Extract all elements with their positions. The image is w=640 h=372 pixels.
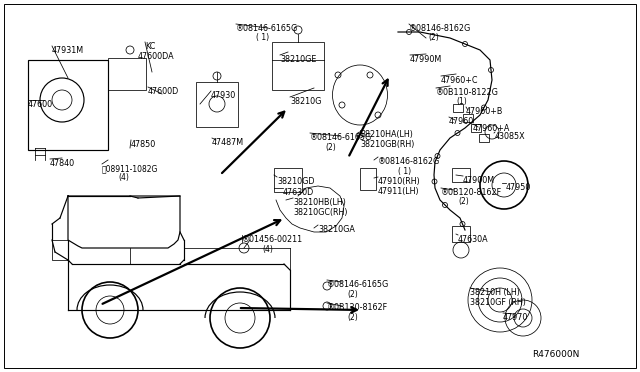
Text: 47911(LH): 47911(LH) <box>378 187 420 196</box>
Bar <box>196 82 238 127</box>
Text: 38210GD: 38210GD <box>277 177 314 186</box>
Bar <box>452 226 470 242</box>
Text: ®08146-8162G: ®08146-8162G <box>409 24 471 33</box>
Text: 38210GB(RH): 38210GB(RH) <box>360 140 414 149</box>
Text: 38210GA: 38210GA <box>318 225 355 234</box>
Text: 43085X: 43085X <box>495 132 525 141</box>
Bar <box>453 104 463 112</box>
Bar <box>452 168 470 182</box>
Text: (4): (4) <box>262 245 273 254</box>
Text: (1): (1) <box>456 97 467 106</box>
Bar <box>479 134 489 142</box>
Text: (2): (2) <box>347 290 358 299</box>
Text: (2): (2) <box>428 33 439 42</box>
Text: 47487M: 47487M <box>212 138 244 147</box>
Text: 47960: 47960 <box>449 117 474 126</box>
Text: 47850: 47850 <box>131 140 156 149</box>
Bar <box>108 58 146 90</box>
Text: ®08146-6165G: ®08146-6165G <box>236 24 298 33</box>
Text: 47600DA: 47600DA <box>138 52 175 61</box>
Text: 47900M: 47900M <box>463 176 495 185</box>
Text: ®0B120-8162F: ®0B120-8162F <box>441 188 502 197</box>
Text: ( 1): ( 1) <box>398 167 411 176</box>
Bar <box>28 60 108 150</box>
Text: 47970: 47970 <box>503 313 529 322</box>
Text: 47990M: 47990M <box>410 55 442 64</box>
Text: (2): (2) <box>458 197 468 206</box>
Text: 47931M: 47931M <box>52 46 84 55</box>
Bar <box>463 114 473 122</box>
Text: 38210GF (RH): 38210GF (RH) <box>470 298 526 307</box>
Text: 47910(RH): 47910(RH) <box>378 177 420 186</box>
Text: 47950: 47950 <box>506 183 531 192</box>
Text: ®08146-6165G: ®08146-6165G <box>310 133 372 142</box>
Bar <box>274 168 302 192</box>
Text: 38210GE: 38210GE <box>280 55 316 64</box>
Text: (4): (4) <box>118 173 129 182</box>
Bar <box>471 124 481 132</box>
Text: ®0B110-8122G: ®0B110-8122G <box>436 88 499 97</box>
Text: R476000N: R476000N <box>532 350 579 359</box>
Bar <box>52 240 68 260</box>
Text: ®0B120-8162F: ®0B120-8162F <box>327 303 388 312</box>
Text: ®08146-8162G: ®08146-8162G <box>378 157 440 166</box>
Text: ®08146-6165G: ®08146-6165G <box>327 280 389 289</box>
Text: 47930: 47930 <box>211 91 236 100</box>
Text: KC: KC <box>145 42 156 51</box>
Bar <box>360 168 376 190</box>
Text: (2): (2) <box>325 143 336 152</box>
Text: 47630D: 47630D <box>283 188 314 197</box>
Text: 47600: 47600 <box>28 100 53 109</box>
Bar <box>272 42 324 90</box>
Text: 47960+C: 47960+C <box>441 76 479 85</box>
Text: 38210H (LH): 38210H (LH) <box>470 288 520 297</box>
Text: 47600D: 47600D <box>148 87 179 96</box>
Text: 47960+A: 47960+A <box>473 124 510 133</box>
Text: 47960+B: 47960+B <box>466 107 504 116</box>
Text: 38210GC(RH): 38210GC(RH) <box>293 208 348 217</box>
Text: 47630A: 47630A <box>458 235 488 244</box>
Text: 38210G: 38210G <box>290 97 321 106</box>
Text: 38210HA(LH): 38210HA(LH) <box>360 130 413 139</box>
Text: ( 1): ( 1) <box>256 33 269 42</box>
Text: 38210HB(LH): 38210HB(LH) <box>293 198 346 207</box>
Text: ⓝ08911-1082G: ⓝ08911-1082G <box>102 164 158 173</box>
Text: 47840: 47840 <box>50 159 75 168</box>
Text: (2): (2) <box>347 313 358 322</box>
Text: ®01456-00211: ®01456-00211 <box>242 235 303 244</box>
